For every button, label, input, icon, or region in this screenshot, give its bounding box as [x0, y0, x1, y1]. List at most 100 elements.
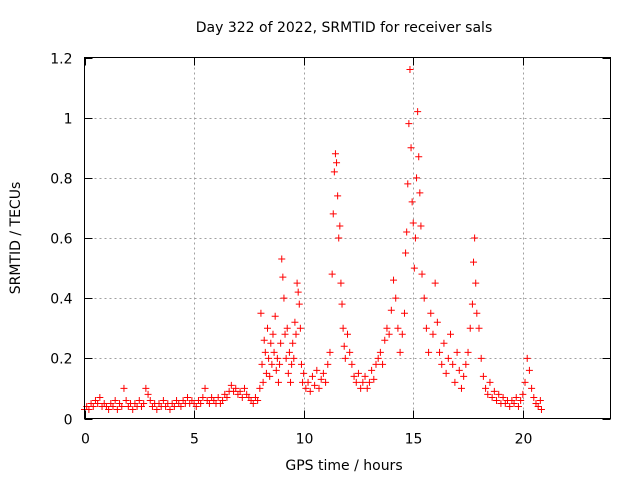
data-point	[199, 393, 207, 401]
x-tick-label: 5	[190, 432, 199, 448]
data-point	[499, 393, 507, 401]
data-point	[296, 324, 304, 332]
x-tick-label: 20	[515, 432, 533, 448]
data-point	[184, 393, 192, 401]
data-point	[486, 378, 494, 386]
data-point	[197, 399, 205, 407]
data-point	[109, 402, 117, 410]
data-point	[287, 378, 295, 386]
data-point	[268, 360, 276, 368]
data-point	[417, 222, 425, 230]
data-point	[488, 393, 496, 401]
points-layer	[81, 66, 545, 413]
data-point	[288, 360, 296, 368]
ticks-layer: 0 0.2 0.4 0.6 0.8 1 1.2 0 5 10 15 20	[50, 52, 611, 448]
plot-frame	[84, 57, 611, 419]
data-point	[205, 399, 213, 407]
data-point	[528, 384, 536, 392]
data-point	[376, 348, 384, 356]
data-point	[223, 393, 231, 401]
data-point	[506, 402, 514, 410]
data-point	[258, 360, 266, 368]
data-point	[408, 198, 416, 206]
data-point	[470, 258, 478, 266]
data-point	[519, 390, 527, 398]
data-point	[493, 396, 501, 404]
data-point	[534, 402, 542, 410]
data-point	[442, 369, 450, 377]
data-point	[271, 312, 279, 320]
data-point	[333, 159, 341, 167]
data-point	[392, 294, 400, 302]
data-point	[279, 273, 287, 281]
data-point	[418, 270, 426, 278]
data-point	[192, 402, 200, 410]
chart-title: Day 322 of 2022, SRMTID for receiver sal…	[196, 20, 492, 36]
data-point	[387, 306, 395, 314]
data-point	[249, 399, 257, 407]
y-tick-label: 0.8	[50, 172, 72, 188]
data-point	[293, 279, 301, 287]
data-point	[277, 339, 285, 347]
data-point	[177, 402, 185, 410]
data-point	[267, 339, 275, 347]
data-point	[219, 396, 227, 404]
data-point	[344, 330, 351, 338]
data-point	[370, 375, 378, 383]
data-point	[368, 366, 376, 374]
data-point	[338, 300, 346, 308]
data-point	[521, 378, 529, 386]
grid-layer	[84, 57, 611, 419]
data-point	[135, 396, 143, 404]
data-point	[409, 219, 417, 227]
data-point	[283, 324, 291, 332]
data-point	[484, 390, 492, 398]
y-tick-label: 0.4	[50, 292, 72, 308]
data-point	[264, 324, 272, 332]
data-point	[415, 153, 423, 161]
data-point	[144, 390, 152, 398]
data-point	[85, 405, 93, 413]
data-point	[479, 372, 487, 380]
data-point	[254, 396, 262, 404]
data-point	[313, 366, 321, 374]
data-point	[273, 354, 281, 362]
data-point	[105, 405, 113, 413]
data-point	[464, 348, 472, 356]
data-point	[170, 402, 178, 410]
data-point	[339, 324, 347, 332]
data-point	[422, 324, 430, 332]
data-point	[111, 396, 119, 404]
data-point	[472, 279, 480, 287]
data-point	[142, 384, 150, 392]
data-point	[510, 399, 518, 407]
data-point	[400, 309, 408, 317]
data-point	[334, 192, 342, 200]
data-point	[289, 339, 297, 347]
data-point	[89, 402, 97, 410]
y-tick-label: 1	[64, 112, 73, 128]
data-point	[120, 384, 128, 392]
data-point	[449, 360, 457, 368]
data-point	[272, 366, 280, 374]
data-point	[153, 405, 161, 413]
data-point	[425, 348, 433, 356]
data-point	[416, 189, 424, 197]
data-point	[266, 372, 274, 380]
data-point	[129, 405, 137, 413]
data-point	[262, 369, 270, 377]
data-point	[394, 324, 402, 332]
data-point	[410, 264, 418, 272]
data-point	[440, 339, 448, 347]
data-point	[466, 324, 474, 332]
data-point	[259, 378, 267, 386]
data-point	[477, 354, 485, 362]
data-point	[407, 144, 415, 152]
y-axis-title: SRMTID / TECUs	[8, 182, 24, 295]
data-point	[462, 360, 470, 368]
data-point	[336, 222, 344, 230]
data-point	[227, 381, 235, 389]
data-point	[278, 255, 286, 263]
data-point	[291, 318, 299, 326]
data-point	[322, 378, 330, 386]
